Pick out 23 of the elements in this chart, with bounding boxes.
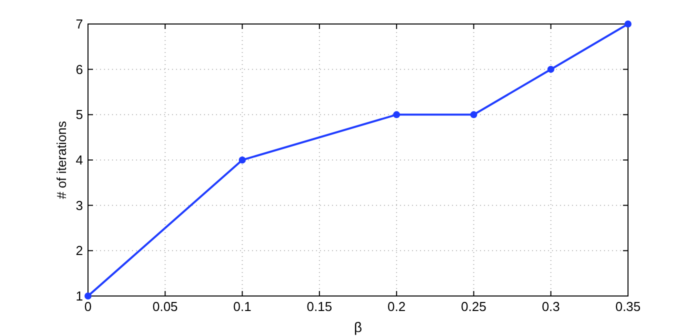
x-tick-label: 0.25: [461, 299, 486, 314]
y-tick-label: 6: [76, 62, 83, 77]
x-tick-label: 0.15: [306, 299, 332, 314]
point: [238, 156, 246, 164]
point: [393, 111, 400, 118]
point: [624, 20, 632, 28]
point: [84, 292, 92, 300]
y-tick-label: 2: [76, 243, 83, 258]
x-tick-label: 0.35: [615, 299, 641, 314]
y-tick-label: 1: [76, 288, 83, 304]
point: [470, 111, 478, 118]
x-tick-label: 0.3: [542, 299, 560, 314]
y-axis-title: # of iterations: [54, 120, 69, 200]
x-tick-label: 0.05: [152, 299, 178, 314]
point: [547, 66, 554, 73]
y-tick-label: 7: [76, 16, 83, 32]
y-tick-label: 5: [76, 107, 83, 122]
x-tick-label: 0.1: [233, 299, 252, 314]
x-tick-label: 0.2: [388, 299, 406, 314]
x-axis-title: β: [354, 319, 362, 335]
x-tick-label: 0: [84, 299, 92, 314]
y-tick-label: 3: [76, 198, 83, 213]
y-tick-label: 4: [76, 152, 83, 168]
